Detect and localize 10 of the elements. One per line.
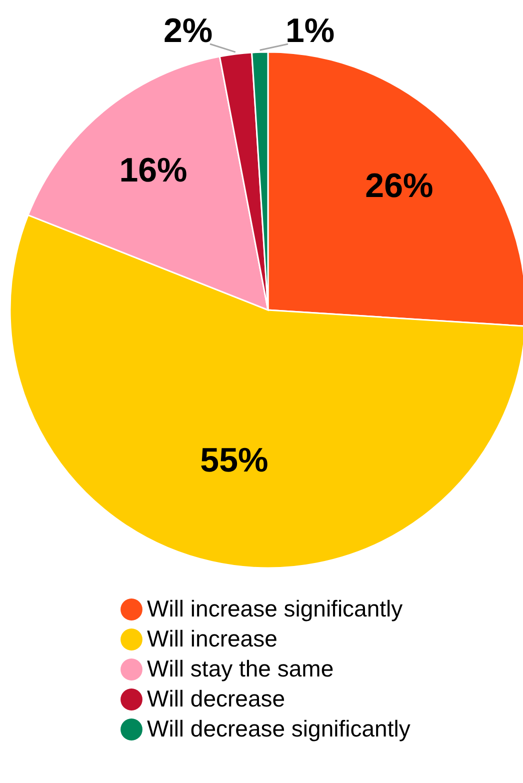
legend-label: Will decrease significantly xyxy=(147,716,411,742)
legend-label: Will decrease xyxy=(147,686,286,712)
legend-label: Will increase xyxy=(147,626,278,652)
data-label: 2% xyxy=(163,12,213,50)
data-label: 1% xyxy=(285,12,335,50)
data-label: 16% xyxy=(119,151,188,190)
legend-label: Will stay the same xyxy=(147,656,334,682)
legend-label: Will increase significantly xyxy=(147,596,404,622)
data-label: 26% xyxy=(365,166,434,205)
data-label: 55% xyxy=(200,441,268,480)
